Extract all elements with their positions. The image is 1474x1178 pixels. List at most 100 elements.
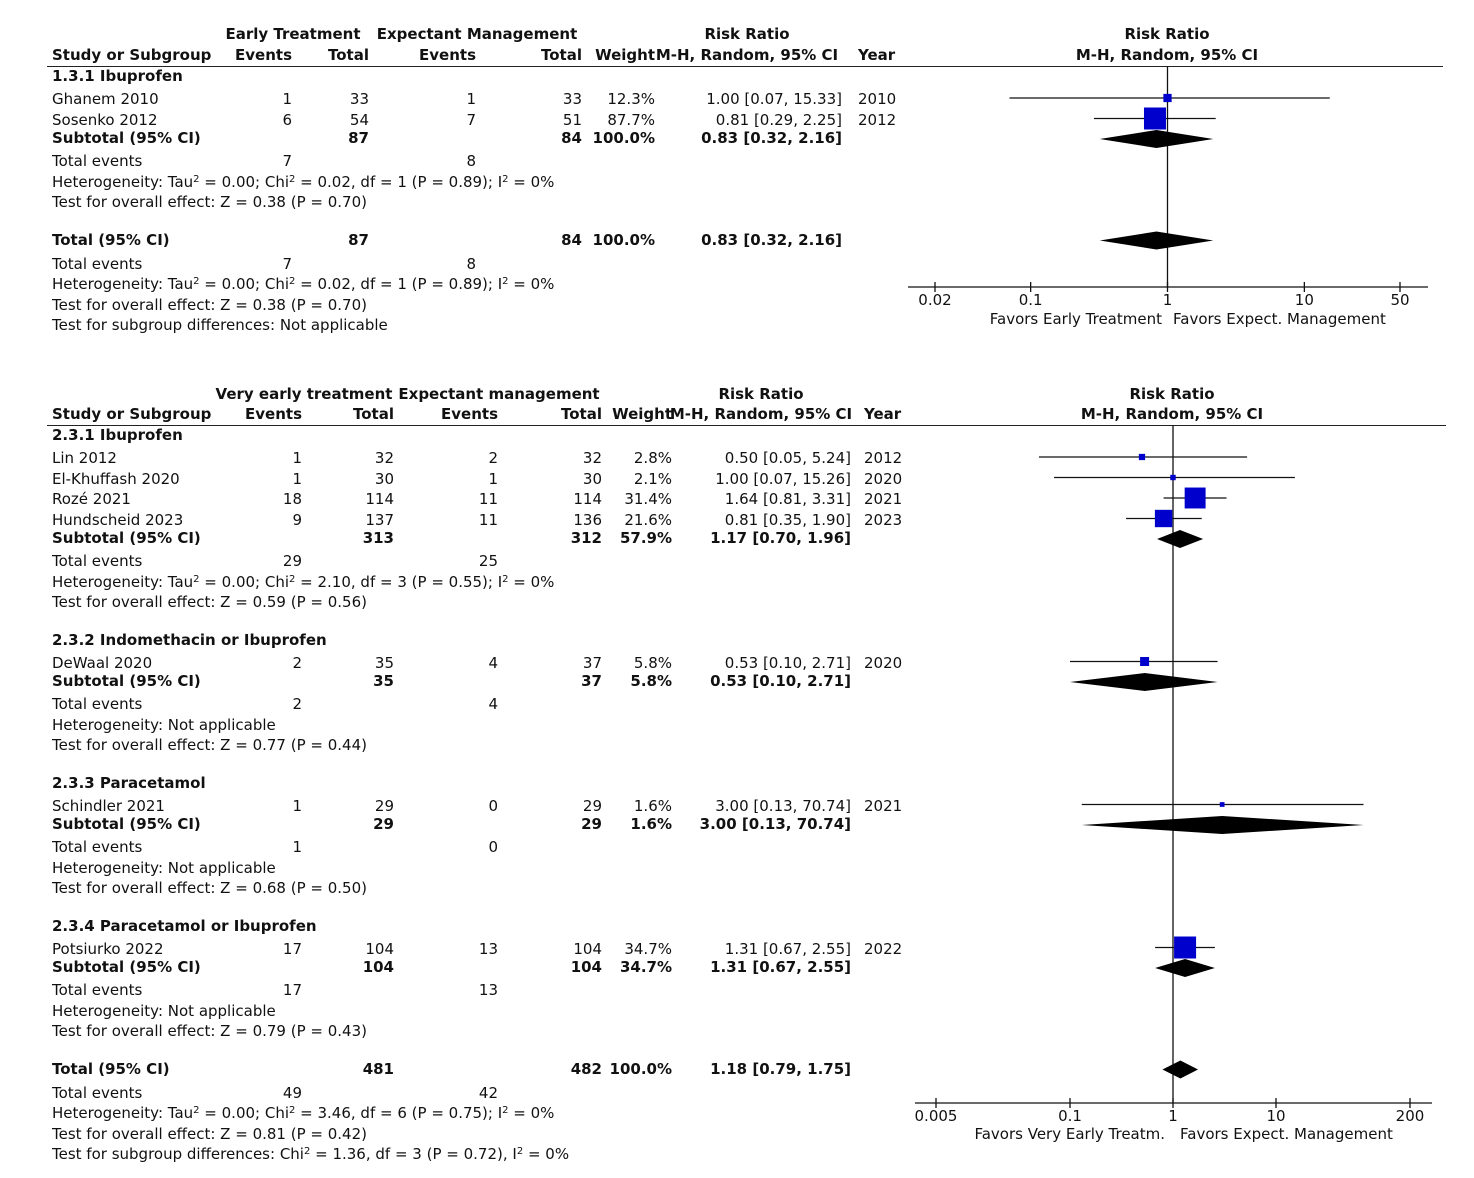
exp-events: 17 <box>282 939 302 958</box>
subtotal-exp-total: 313 <box>362 529 394 547</box>
ctrl-total: 30 <box>582 469 602 488</box>
ctrl-events: 1 <box>466 90 476 108</box>
subtotal-diamond <box>1081 816 1364 834</box>
exp-events: 1 <box>292 449 302 467</box>
ctrl-total: 32 <box>582 449 602 467</box>
subtotal-label: Subtotal (95% CI) <box>52 815 201 833</box>
study-ci: 0.50 [0.05, 5.24] <box>724 449 851 467</box>
study-year: 2022 <box>864 939 903 958</box>
ctrl-events-header: Events <box>419 46 476 64</box>
subgroup-ctrl-events: 0 <box>488 838 498 856</box>
plot-title-header: Risk Ratio <box>1129 385 1215 403</box>
total-events-label: Total events <box>52 552 143 570</box>
exp-total-header: Total <box>353 405 394 423</box>
study-name: Ghanem 2010 <box>52 90 159 108</box>
ctrl-events: 4 <box>488 653 498 672</box>
total-events-label: Total events <box>52 1083 143 1102</box>
subtotal-ctrl-total: 29 <box>581 815 602 833</box>
ctrl-group-header: Expectant management <box>398 385 600 403</box>
subgroup-differences-text: Test for subgroup differences: Chi2 = 1.… <box>52 1145 570 1163</box>
total-ctrl-total: 84 <box>561 230 582 249</box>
exp-events: 1 <box>292 469 302 488</box>
favors-left-label: Favors Early Treatment <box>989 310 1162 328</box>
overall-effect-text: Test for overall effect: Z = 0.77 (P = 0… <box>52 736 367 754</box>
study-ci: 1.00 [0.07, 15.33] <box>706 90 842 108</box>
subtotal-ctrl-total: 37 <box>581 672 602 690</box>
total-weight: 100.0% <box>592 230 655 249</box>
study-year: 2010 <box>858 90 897 108</box>
study-name: Sosenko 2012 <box>52 110 158 129</box>
study-year: 2012 <box>864 449 903 467</box>
study-name: Schindler 2021 <box>52 796 165 815</box>
subgroup-exp-events: 1 <box>292 838 302 856</box>
study-year: 2021 <box>864 796 903 815</box>
subtotal-exp-total: 87 <box>348 129 369 147</box>
subgroup-title: 1.3.1 Ibuprofen <box>52 67 183 85</box>
rr-title-header: Risk Ratio <box>718 385 804 403</box>
header-rule-plot <box>897 66 1443 67</box>
study-year: 2023 <box>864 510 903 529</box>
total-events-label: Total events <box>52 152 143 170</box>
subtotal-weight: 1.6% <box>630 815 672 833</box>
subtotal-weight: 57.9% <box>619 529 672 547</box>
study-weight: 12.3% <box>607 90 655 108</box>
x-tick-label: 1 <box>1163 291 1173 309</box>
subgroup-ctrl-events: 4 <box>488 695 498 713</box>
study-year: 2020 <box>864 653 903 672</box>
study-col-header: Study or Subgroup <box>52 46 212 64</box>
plot-title-header: Risk Ratio <box>1124 25 1210 43</box>
overall-diamond <box>1162 1060 1199 1079</box>
favors-left-label: Favors Very Early Treatm. <box>974 1125 1165 1143</box>
subtotal-ci: 0.53 [0.10, 2.71] <box>710 672 851 690</box>
subtotal-exp-total: 29 <box>373 815 394 833</box>
exp-total: 30 <box>374 469 394 488</box>
exp-total: 54 <box>349 110 369 129</box>
heterogeneity-text: Heterogeneity: Not applicable <box>52 715 276 734</box>
study-name: El-Khuffash 2020 <box>52 469 180 488</box>
study-effect-square <box>1170 474 1176 481</box>
x-tick-label: 10 <box>1295 291 1314 309</box>
rr-method-header: M-H, Random, 95% CI <box>669 405 853 423</box>
x-tick-label: 0.005 <box>915 1107 958 1125</box>
study-year: 2020 <box>864 469 903 488</box>
study-ci: 1.64 [0.81, 3.31] <box>724 490 851 508</box>
subgroup-differences-text: Test for subgroup differences: Not appli… <box>52 316 388 334</box>
study-effect-square <box>1138 453 1146 461</box>
study-weight: 34.7% <box>624 939 672 958</box>
heterogeneity-text: Heterogeneity: Not applicable <box>52 1001 276 1020</box>
subgroup-ctrl-events: 13 <box>478 981 498 999</box>
ctrl-total: 37 <box>582 653 602 672</box>
exp-events: 2 <box>292 653 302 672</box>
ctrl-group-header: Expectant Management <box>376 25 578 43</box>
overall-effect-text: Test for overall effect: Z = 0.38 (P = 0… <box>52 193 367 211</box>
plot-method-header: M-H, Random, 95% CI <box>1075 46 1259 64</box>
heterogeneity-text: Heterogeneity: Tau2 = 0.00; Chi2 = 0.02,… <box>52 172 555 191</box>
exp-total: 104 <box>365 939 394 958</box>
subgroup-exp-events: 7 <box>282 152 292 170</box>
year-header: Year <box>858 46 896 64</box>
ctrl-total: 51 <box>562 110 582 129</box>
exp-total-header: Total <box>328 46 369 64</box>
header-rule-plot <box>903 425 1446 426</box>
study-weight: 87.7% <box>607 110 655 129</box>
exp-events: 1 <box>292 796 302 815</box>
total-heterogeneity-text: Heterogeneity: Tau2 = 0.00; Chi2 = 3.46,… <box>52 1104 555 1122</box>
study-name: Lin 2012 <box>52 449 117 467</box>
ctrl-total: 33 <box>562 90 582 108</box>
exp-events-header: Events <box>235 46 292 64</box>
subtotal-label: Subtotal (95% CI) <box>52 129 201 147</box>
subtotal-label: Subtotal (95% CI) <box>52 672 201 690</box>
subtotal-ci: 0.83 [0.32, 2.16] <box>701 129 842 147</box>
study-name: DeWaal 2020 <box>52 653 153 672</box>
subgroup-title: 2.3.4 Paracetamol or Ibuprofen <box>52 916 317 935</box>
study-ci: 1.31 [0.67, 2.55] <box>724 939 851 958</box>
study-ci: 0.81 [0.35, 1.90] <box>724 510 851 529</box>
ctrl-events: 13 <box>478 939 498 958</box>
exp-total: 137 <box>365 510 394 529</box>
total-events-label: Total events <box>52 981 143 999</box>
study-col-header: Study or Subgroup <box>52 405 212 423</box>
overall-effect-text: Test for overall effect: Z = 0.79 (P = 0… <box>52 1022 367 1040</box>
x-tick-label: 1 <box>1168 1107 1178 1125</box>
